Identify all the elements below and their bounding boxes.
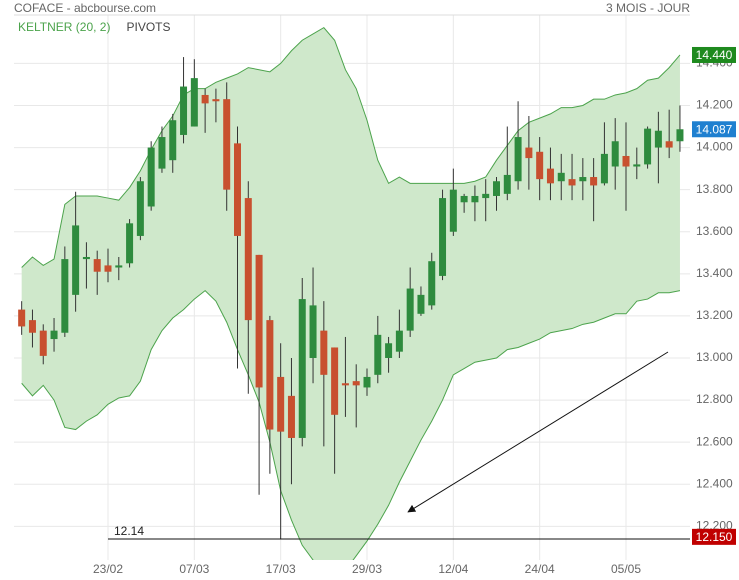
candle-body — [147, 147, 155, 207]
x-tick-label: 23/02 — [93, 562, 123, 576]
candle-body — [579, 177, 587, 182]
candle-body — [352, 381, 360, 386]
candle-body — [514, 137, 522, 182]
candle-body — [18, 309, 26, 327]
candle-body — [363, 376, 371, 388]
candle-body — [525, 147, 533, 159]
candle-body — [104, 265, 112, 272]
candle-body — [331, 347, 339, 415]
candle-body — [665, 141, 673, 148]
candle-body — [266, 320, 274, 430]
candle-body — [439, 198, 447, 276]
y-tick-label: 14.000 — [696, 140, 733, 154]
candle-body — [590, 177, 598, 186]
candle-body — [309, 305, 317, 358]
price-badge — [692, 46, 736, 63]
candle-body — [126, 223, 134, 264]
y-tick-label: 13.800 — [696, 182, 733, 196]
x-tick-label: 17/03 — [266, 562, 296, 576]
y-tick-label: 12.400 — [696, 476, 733, 490]
candle-body — [212, 99, 220, 102]
legend-entry: PIVOTS — [126, 20, 170, 34]
y-tick-label: 12.600 — [696, 434, 733, 448]
price-badge-label: 14.087 — [696, 122, 733, 136]
candle-body — [115, 265, 123, 268]
candle-body — [72, 225, 80, 295]
candle-body — [28, 320, 36, 333]
candle-body — [493, 181, 500, 196]
candle-body — [536, 151, 544, 180]
candle-body — [255, 254, 263, 388]
candle-body — [169, 120, 177, 161]
candle-body — [136, 181, 144, 236]
y-tick-label: 13.000 — [696, 350, 733, 364]
candle-body — [449, 189, 457, 232]
candle-body — [482, 193, 490, 199]
y-tick-label: 13.400 — [696, 266, 733, 280]
band-line-upper — [21, 26, 681, 268]
legend-entry: KELTNER (20, 2) — [18, 20, 110, 34]
y-tick-label: 13.200 — [696, 308, 733, 322]
candle-body — [385, 343, 393, 358]
candle-body — [395, 330, 403, 352]
x-tick-label: 07/03 — [179, 562, 209, 576]
candle-body — [471, 195, 479, 203]
candle-body — [654, 130, 662, 148]
price-badge — [692, 528, 736, 545]
candle-body — [244, 198, 252, 321]
candle-body — [460, 195, 468, 203]
candle-body — [50, 330, 58, 340]
candle-body — [39, 330, 47, 356]
price-badge-label: 12.150 — [696, 530, 733, 544]
candle-body — [82, 256, 90, 260]
candle-body — [223, 99, 231, 190]
candle-body — [611, 141, 619, 167]
candle-body — [428, 261, 436, 306]
y-tick-label: 14.200 — [696, 98, 733, 112]
y-tick-label: 12.800 — [696, 392, 733, 406]
price-badge — [692, 121, 736, 138]
candle-body — [234, 143, 241, 236]
candle-body — [633, 164, 641, 167]
candle-body — [557, 172, 565, 182]
candle-body — [320, 330, 328, 375]
candle-body — [600, 153, 608, 184]
period: 3 MOIS - JOUR — [606, 1, 690, 15]
candle-body — [180, 86, 188, 135]
pivot-label: 12.14 — [114, 524, 144, 538]
candle-body — [341, 383, 349, 386]
x-tick-label: 24/04 — [525, 562, 555, 576]
price-badge-label: 14.440 — [696, 48, 733, 62]
candle-body — [406, 288, 414, 331]
candle-body — [190, 78, 198, 127]
candle-body — [298, 299, 306, 438]
candle-body — [201, 94, 209, 104]
band-line-lower — [21, 289, 681, 560]
candle-body — [277, 376, 285, 432]
candle-body — [374, 334, 382, 375]
y-tick-label: 13.600 — [696, 224, 733, 238]
candle-body — [417, 294, 425, 314]
x-tick-label: 05/05 — [611, 562, 641, 576]
candle-body — [287, 395, 295, 438]
candle-body — [676, 129, 684, 142]
candle-body — [622, 155, 630, 167]
candles — [18, 57, 684, 539]
x-tick-label: 29/03 — [352, 562, 382, 576]
arrow-annotation — [407, 351, 669, 513]
candle-body — [568, 179, 576, 186]
candle-body — [93, 259, 101, 272]
candle-body — [61, 259, 69, 333]
chart-title: COFACE - abcbourse.com — [14, 1, 156, 15]
candle-body — [644, 128, 652, 165]
candle-body — [503, 174, 511, 194]
x-tick-label: 12/04 — [438, 562, 468, 576]
candle-body — [546, 168, 554, 184]
candle-body — [158, 137, 166, 169]
